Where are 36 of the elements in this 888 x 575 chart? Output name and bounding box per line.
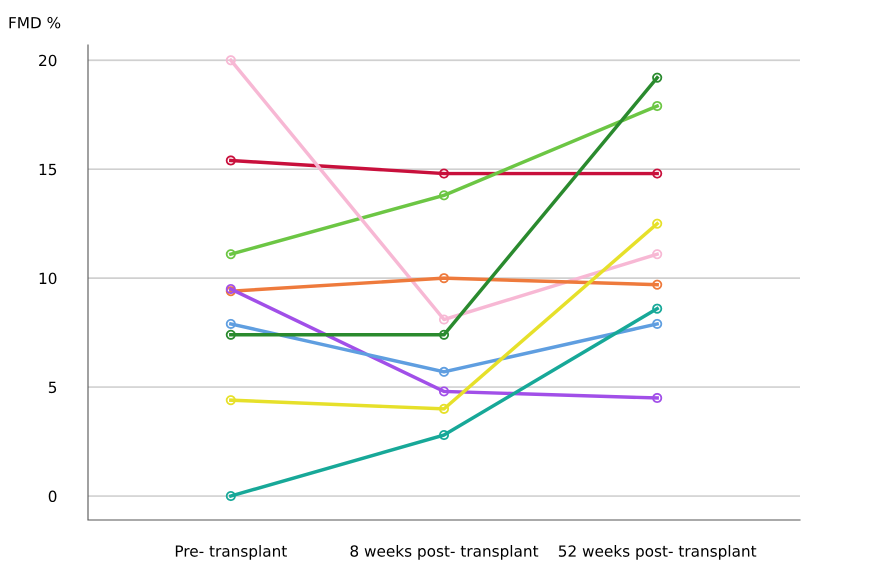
point [226, 395, 236, 406]
x-tick-label: Pre- transplant [176, 545, 287, 560]
y-tick-label: 15 [40, 164, 56, 176]
point [226, 286, 236, 296]
point [652, 280, 662, 290]
point [226, 490, 236, 502]
point [652, 168, 662, 179]
point [438, 386, 450, 397]
y-tick-label: 10 [40, 272, 56, 284]
x-tick-label: 52 weeks post- transplant [558, 545, 756, 560]
point [652, 304, 662, 314]
point [226, 318, 236, 329]
point [226, 284, 236, 294]
point [226, 155, 236, 166]
point [226, 330, 236, 340]
point [226, 249, 236, 260]
point [438, 430, 450, 440]
point [438, 404, 450, 414]
point [652, 392, 662, 404]
point [226, 55, 236, 66]
x-tick-label: 8 weeks post- transplant [350, 545, 538, 560]
point [438, 330, 450, 340]
point [438, 168, 450, 179]
y-tick-label: 20 [39, 54, 56, 66]
point [652, 249, 662, 260]
point [438, 273, 450, 284]
point [438, 366, 450, 377]
point [652, 72, 662, 83]
point [652, 218, 662, 229]
point [652, 318, 662, 329]
y-axis-title: FMD % [10, 16, 60, 28]
point [438, 190, 450, 200]
point [652, 100, 662, 112]
point [438, 314, 450, 325]
y-tick-label: 5 [48, 382, 56, 394]
y-tick-label: 0 [48, 490, 56, 502]
